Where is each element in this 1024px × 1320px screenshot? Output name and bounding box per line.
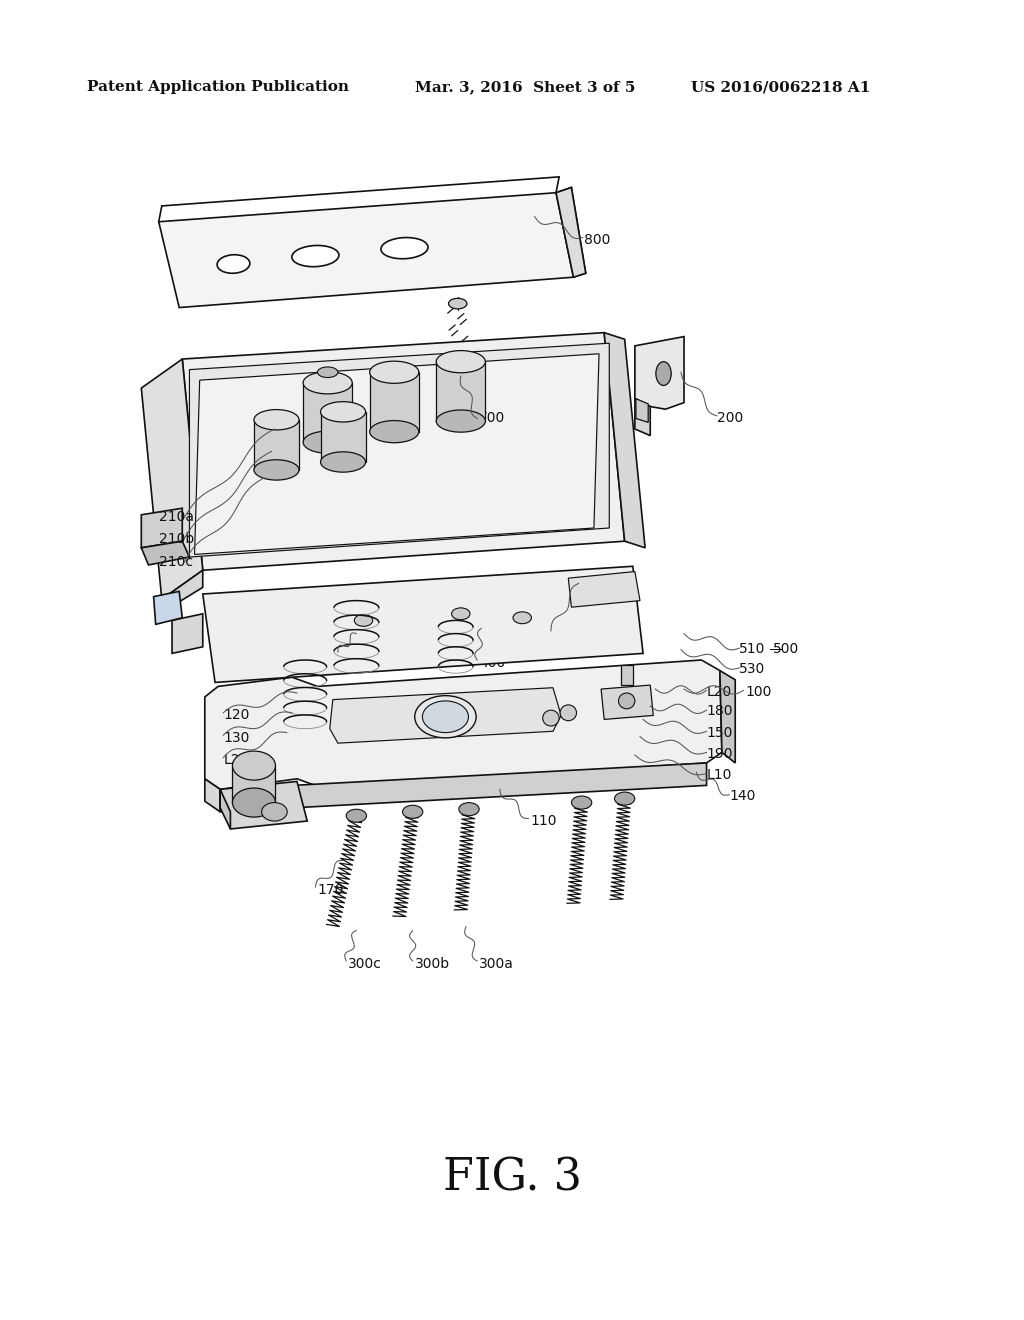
Polygon shape (220, 763, 707, 812)
Ellipse shape (303, 432, 352, 453)
Polygon shape (556, 187, 586, 277)
Polygon shape (254, 420, 299, 470)
Text: 210c: 210c (159, 556, 193, 569)
Polygon shape (154, 591, 182, 624)
Text: 150: 150 (707, 726, 733, 739)
Ellipse shape (436, 411, 485, 432)
Ellipse shape (254, 459, 299, 480)
Polygon shape (195, 354, 599, 554)
Text: 511: 511 (553, 627, 580, 640)
Ellipse shape (402, 805, 423, 818)
Polygon shape (220, 781, 307, 829)
Text: 190: 190 (707, 747, 733, 760)
Text: 210b: 210b (159, 532, 194, 545)
Text: 130: 130 (223, 731, 250, 744)
Polygon shape (635, 337, 684, 409)
Ellipse shape (354, 614, 373, 627)
Polygon shape (720, 671, 735, 763)
Ellipse shape (513, 611, 531, 624)
Polygon shape (159, 193, 573, 308)
Ellipse shape (232, 751, 275, 780)
Text: 140: 140 (729, 789, 756, 803)
Polygon shape (321, 412, 366, 462)
Text: L10: L10 (707, 768, 732, 781)
Polygon shape (172, 614, 203, 653)
Text: 170: 170 (317, 883, 344, 896)
Text: 700: 700 (479, 412, 506, 425)
Text: US 2016/0062218 A1: US 2016/0062218 A1 (691, 81, 870, 94)
Text: 200: 200 (717, 412, 743, 425)
Text: 180: 180 (707, 705, 733, 718)
Ellipse shape (262, 803, 287, 821)
Ellipse shape (452, 607, 470, 620)
Ellipse shape (370, 362, 419, 383)
Polygon shape (220, 789, 230, 829)
Ellipse shape (560, 705, 577, 721)
Text: 300b: 300b (415, 957, 450, 970)
Ellipse shape (232, 788, 275, 817)
Ellipse shape (370, 421, 419, 442)
Polygon shape (601, 685, 653, 719)
Ellipse shape (346, 809, 367, 822)
Text: 300c: 300c (348, 957, 382, 970)
Text: 530: 530 (739, 663, 766, 676)
Text: 800: 800 (584, 234, 610, 247)
Polygon shape (205, 779, 220, 812)
Text: 110: 110 (530, 814, 557, 828)
Text: 300a: 300a (479, 957, 514, 970)
Ellipse shape (321, 451, 366, 473)
Polygon shape (162, 570, 203, 612)
Text: 100: 100 (745, 685, 772, 698)
Polygon shape (636, 399, 648, 422)
Polygon shape (303, 383, 352, 442)
Polygon shape (189, 343, 609, 557)
Text: 510: 510 (739, 643, 766, 656)
Text: L20: L20 (223, 754, 249, 767)
Ellipse shape (303, 372, 352, 393)
Ellipse shape (614, 792, 635, 805)
Ellipse shape (381, 238, 428, 259)
Polygon shape (568, 572, 640, 607)
Ellipse shape (656, 362, 672, 385)
Polygon shape (436, 362, 485, 421)
Polygon shape (330, 688, 561, 743)
Polygon shape (370, 372, 419, 432)
Polygon shape (205, 660, 722, 789)
Ellipse shape (543, 710, 559, 726)
Polygon shape (182, 333, 625, 570)
Ellipse shape (254, 409, 299, 430)
Polygon shape (621, 665, 633, 685)
Polygon shape (635, 399, 650, 436)
Text: Mar. 3, 2016  Sheet 3 of 5: Mar. 3, 2016 Sheet 3 of 5 (415, 81, 635, 94)
Ellipse shape (292, 246, 339, 267)
Text: FIG. 3: FIG. 3 (442, 1156, 582, 1199)
Ellipse shape (571, 796, 592, 809)
Text: 210a: 210a (159, 511, 194, 524)
Polygon shape (232, 766, 275, 803)
Ellipse shape (217, 255, 250, 273)
Ellipse shape (618, 693, 635, 709)
Ellipse shape (459, 803, 479, 816)
Polygon shape (141, 359, 203, 599)
Polygon shape (141, 508, 182, 548)
Ellipse shape (415, 696, 476, 738)
Text: L20: L20 (707, 685, 732, 698)
Ellipse shape (422, 701, 469, 733)
Polygon shape (203, 566, 643, 682)
Text: 500: 500 (773, 643, 800, 656)
Text: 120: 120 (223, 709, 250, 722)
Polygon shape (604, 333, 645, 548)
Ellipse shape (436, 351, 485, 372)
Polygon shape (141, 541, 189, 565)
Ellipse shape (317, 367, 338, 378)
Ellipse shape (321, 401, 366, 422)
Text: 400: 400 (479, 656, 506, 669)
Text: 520: 520 (340, 648, 367, 661)
Ellipse shape (449, 298, 467, 309)
Text: Patent Application Publication: Patent Application Publication (87, 81, 349, 94)
